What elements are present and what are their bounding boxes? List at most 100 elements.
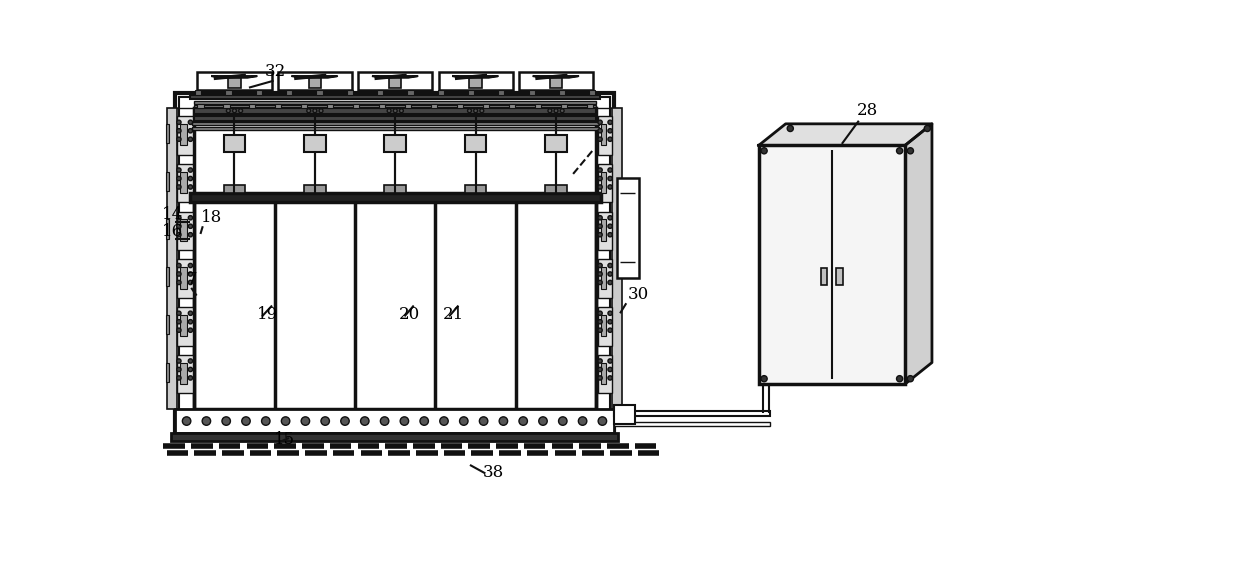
Bar xyxy=(176,164,192,202)
Bar xyxy=(166,267,169,286)
Circle shape xyxy=(608,185,613,189)
Bar xyxy=(598,259,613,298)
Circle shape xyxy=(598,168,603,172)
Circle shape xyxy=(608,129,613,133)
Circle shape xyxy=(598,185,603,189)
Circle shape xyxy=(188,272,192,276)
Bar xyxy=(223,185,246,193)
Circle shape xyxy=(188,376,192,380)
Circle shape xyxy=(608,120,613,124)
Bar xyxy=(192,127,599,130)
Bar xyxy=(180,219,186,241)
Circle shape xyxy=(177,359,181,363)
Polygon shape xyxy=(454,76,498,78)
Circle shape xyxy=(598,280,603,284)
Bar xyxy=(587,104,593,108)
Text: 38: 38 xyxy=(484,463,505,481)
Polygon shape xyxy=(533,76,578,78)
Bar xyxy=(498,90,505,95)
Circle shape xyxy=(598,215,603,220)
Circle shape xyxy=(399,109,403,113)
Bar xyxy=(195,116,596,121)
Bar xyxy=(559,90,565,95)
Circle shape xyxy=(897,148,903,154)
Text: 30: 30 xyxy=(627,286,649,303)
Bar xyxy=(546,185,567,193)
Bar xyxy=(408,90,413,95)
Bar xyxy=(438,90,444,95)
Bar xyxy=(301,104,308,108)
Circle shape xyxy=(188,359,192,363)
Polygon shape xyxy=(373,76,418,78)
Bar xyxy=(618,178,639,278)
Circle shape xyxy=(897,376,903,382)
Circle shape xyxy=(608,359,613,363)
Circle shape xyxy=(787,125,794,132)
Bar xyxy=(596,108,614,409)
Bar xyxy=(255,90,262,95)
Circle shape xyxy=(301,417,310,425)
Circle shape xyxy=(177,185,181,189)
Bar xyxy=(528,90,534,95)
Circle shape xyxy=(177,263,181,268)
Circle shape xyxy=(319,109,322,113)
Circle shape xyxy=(177,320,181,324)
Circle shape xyxy=(598,263,603,268)
Circle shape xyxy=(182,417,191,425)
Bar xyxy=(601,124,606,145)
Circle shape xyxy=(177,233,181,237)
Circle shape xyxy=(761,376,768,382)
Circle shape xyxy=(598,328,603,332)
Circle shape xyxy=(188,168,192,172)
Circle shape xyxy=(908,376,914,382)
Circle shape xyxy=(188,320,192,324)
Bar xyxy=(304,136,326,152)
Circle shape xyxy=(598,376,603,380)
Text: 21: 21 xyxy=(443,306,464,323)
Bar xyxy=(465,136,486,152)
Polygon shape xyxy=(759,124,932,145)
Circle shape xyxy=(188,176,192,181)
Circle shape xyxy=(188,120,192,124)
Circle shape xyxy=(598,233,603,237)
Bar xyxy=(197,104,203,108)
Circle shape xyxy=(598,120,603,124)
Bar xyxy=(465,185,486,193)
Circle shape xyxy=(460,417,467,425)
Circle shape xyxy=(177,272,181,276)
Bar xyxy=(510,104,516,108)
Circle shape xyxy=(608,233,613,237)
Bar xyxy=(389,78,402,88)
Bar xyxy=(180,172,186,193)
Circle shape xyxy=(608,311,613,315)
Bar xyxy=(228,78,241,88)
Bar xyxy=(598,116,613,154)
Circle shape xyxy=(420,417,429,425)
Circle shape xyxy=(440,417,448,425)
Circle shape xyxy=(560,109,564,113)
Circle shape xyxy=(598,367,603,372)
Circle shape xyxy=(578,417,587,425)
Circle shape xyxy=(177,224,181,229)
Circle shape xyxy=(608,168,613,172)
Bar xyxy=(432,104,438,108)
Bar xyxy=(601,219,606,241)
Circle shape xyxy=(558,417,567,425)
Bar xyxy=(534,104,541,108)
Circle shape xyxy=(598,311,603,315)
Circle shape xyxy=(222,417,231,425)
Bar xyxy=(309,78,321,88)
Circle shape xyxy=(281,417,290,425)
Bar xyxy=(195,90,201,95)
Circle shape xyxy=(233,109,237,113)
Circle shape xyxy=(306,109,311,113)
Circle shape xyxy=(908,148,914,154)
Text: 19: 19 xyxy=(257,306,278,323)
Circle shape xyxy=(598,129,603,133)
Bar xyxy=(171,433,618,441)
Circle shape xyxy=(608,320,613,324)
Bar xyxy=(195,108,596,409)
Circle shape xyxy=(177,168,181,172)
Bar xyxy=(195,101,596,104)
Circle shape xyxy=(608,224,613,229)
